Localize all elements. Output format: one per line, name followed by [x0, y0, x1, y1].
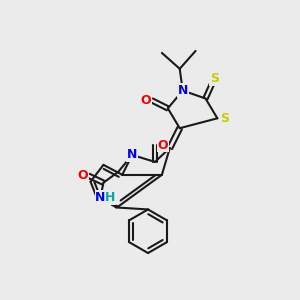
Text: S: S — [220, 112, 229, 125]
Text: N: N — [95, 191, 106, 204]
Text: O: O — [141, 94, 151, 107]
Text: O: O — [77, 169, 88, 182]
Text: S: S — [210, 72, 219, 85]
Text: O: O — [158, 139, 168, 152]
Text: N: N — [127, 148, 137, 161]
Text: N: N — [178, 84, 188, 97]
Text: H: H — [105, 191, 116, 204]
